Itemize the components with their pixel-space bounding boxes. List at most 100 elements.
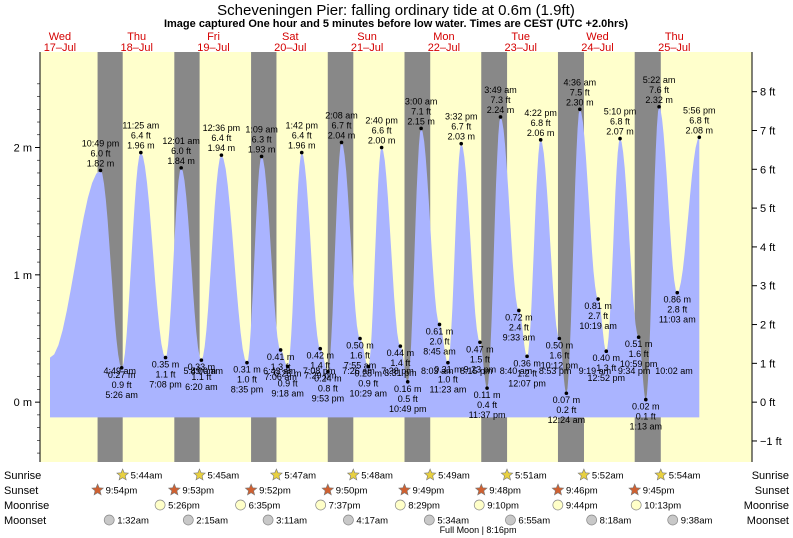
tide-time-label: 1:42 pm bbox=[285, 121, 318, 131]
tide-time-label: 7:08 pm bbox=[149, 380, 182, 390]
sunset-icon bbox=[321, 483, 335, 496]
tide-m-label: 0.51 m bbox=[625, 339, 653, 349]
tide-point bbox=[358, 336, 362, 341]
moonrise-icon bbox=[394, 499, 406, 511]
tide-m-label: 0.11 m bbox=[474, 390, 501, 400]
moonrise-time: 6:35pm bbox=[249, 501, 281, 512]
tide-point bbox=[339, 140, 344, 145]
tide-time-label: 2:08 am bbox=[325, 110, 358, 120]
tide-time-label: 12:07 pm bbox=[508, 378, 546, 388]
right-tick-label: −1 ft bbox=[760, 436, 782, 448]
tide-time-label: 6:20 am bbox=[185, 382, 218, 392]
sunset-icon bbox=[91, 483, 105, 496]
tide-point bbox=[675, 290, 680, 295]
tide-time-label: 10:49 pm bbox=[389, 404, 427, 414]
tide-m-label: 0.40 m bbox=[593, 353, 621, 363]
moonrise-time: 9:44pm bbox=[566, 501, 598, 512]
sunset-icon bbox=[474, 483, 488, 496]
moonset-time: 5:34am bbox=[437, 516, 469, 527]
tide-time-label: 2:40 pm bbox=[365, 115, 398, 125]
day-date: 23–Jul bbox=[504, 42, 536, 54]
sunset-time: 9:49pm bbox=[413, 486, 445, 497]
day-name: Thu bbox=[127, 31, 146, 43]
tide-m-label: 0.81 m bbox=[584, 301, 612, 311]
tide-area bbox=[50, 106, 700, 418]
tide-point bbox=[419, 126, 423, 131]
sunrise-time: 5:45am bbox=[208, 471, 240, 482]
moonset-icon bbox=[586, 514, 598, 526]
tide-time-label: 3:00 am bbox=[405, 96, 438, 106]
tide-point bbox=[618, 136, 622, 141]
day-name: Wed bbox=[49, 31, 71, 43]
tide-m-label: 2.06 m bbox=[527, 128, 555, 138]
tide-m-label: 0.33 m bbox=[188, 362, 216, 372]
tide-time-label: 4:22 pm bbox=[524, 108, 557, 118]
tide-ft-label: 1.4 ft bbox=[310, 361, 331, 371]
tide-time-label: 8:15 pm bbox=[460, 366, 493, 376]
tide-m-label: 0.31 m bbox=[434, 365, 462, 375]
sunset-icon bbox=[398, 483, 411, 496]
tide-point bbox=[657, 104, 661, 109]
moonrise-time: 7:37pm bbox=[329, 501, 361, 512]
moonset-time: 2:15am bbox=[196, 516, 228, 527]
tide-point bbox=[437, 322, 442, 327]
sunrise-time: 5:47am bbox=[284, 471, 316, 482]
tide-ft-label: 6.7 ft bbox=[332, 120, 353, 130]
tide-ft-label: 1.0 ft bbox=[237, 375, 258, 385]
tide-ft-label: 1.1 ft bbox=[191, 372, 212, 382]
sunset-icon bbox=[551, 483, 565, 496]
sunrise-icon bbox=[577, 468, 591, 481]
tide-ft-label: 6.8 ft bbox=[531, 118, 552, 128]
left-tick-label: 1 m bbox=[14, 270, 32, 282]
sunrise-icon bbox=[269, 468, 283, 481]
tide-point bbox=[179, 166, 183, 170]
tide-m-label: 0.50 m bbox=[346, 340, 374, 350]
moonset-row-label: Moonset bbox=[4, 515, 46, 527]
day-name: Sun bbox=[357, 31, 377, 43]
tide-time-label: 11:25 am bbox=[122, 121, 159, 131]
sunrise-time: 5:51am bbox=[515, 471, 547, 482]
tide-ft-label: 1.1 ft bbox=[156, 370, 177, 380]
tide-ft-label: 7.1 ft bbox=[411, 106, 432, 116]
tide-point bbox=[596, 297, 600, 301]
tide-point bbox=[498, 115, 503, 119]
moonset-time: 8:18am bbox=[600, 516, 632, 527]
tide-m-label: 1.93 m bbox=[248, 144, 276, 154]
tide-ft-label: 0.1 ft bbox=[636, 412, 657, 422]
day-header-group: Wed17–JulThu18–JulFri19–JulSat20–JulSun2… bbox=[44, 31, 691, 54]
tide-time-label: 11:03 am bbox=[659, 315, 696, 325]
tide-ft-label: 1.2 ft bbox=[517, 368, 538, 378]
tide-point bbox=[446, 360, 450, 365]
tide-time-label: 9:34 pm bbox=[618, 366, 651, 376]
tide-m-label: 0.28 m bbox=[274, 369, 302, 379]
moonrise-icon bbox=[315, 499, 327, 511]
right-tick-label: 4 ft bbox=[760, 242, 775, 254]
sunrise-icon bbox=[423, 468, 437, 481]
moonset-time: 3:11am bbox=[276, 516, 307, 527]
right-tick-label: 5 ft bbox=[760, 203, 775, 215]
tide-time-label: 4:49 am bbox=[103, 366, 136, 376]
moonset-icon bbox=[182, 514, 194, 526]
sunrise-time: 5:44am bbox=[131, 471, 163, 482]
tide-ft-label: 1.4 ft bbox=[390, 358, 411, 368]
tide-time-label: 5:56 pm bbox=[683, 105, 716, 115]
moonset-row-label-right: Moonset bbox=[747, 515, 789, 527]
tide-ft-label: 7.5 ft bbox=[570, 87, 591, 97]
day-date: 21–Jul bbox=[351, 42, 383, 54]
day-name: Thu bbox=[665, 31, 684, 43]
tide-time-label: 9:23 pm bbox=[464, 364, 497, 374]
tide-m-label: 0.07 m bbox=[553, 395, 581, 405]
tide-time-label: 8:00 am bbox=[190, 366, 223, 376]
tide-area-group bbox=[50, 106, 700, 418]
tide-point bbox=[564, 391, 569, 396]
sunset-time: 9:52pm bbox=[259, 486, 291, 497]
tide-time-label: 9:19 am bbox=[579, 366, 612, 376]
tide-time-label: 1:13 am bbox=[630, 422, 663, 432]
right-tick-label: 0 ft bbox=[760, 397, 775, 409]
moonset-time: 6:55am bbox=[518, 516, 550, 527]
moonrise-row-label: Moonrise bbox=[4, 500, 49, 512]
tide-m-label: 2.30 m bbox=[566, 97, 594, 107]
sunset-time: 9:46pm bbox=[566, 486, 598, 497]
tide-m-label: 2.24 m bbox=[487, 105, 515, 115]
tide-annotations: 10:49 pm6.0 ft1.82 m0.27 m0.9 ft5:26 am1… bbox=[82, 75, 716, 432]
